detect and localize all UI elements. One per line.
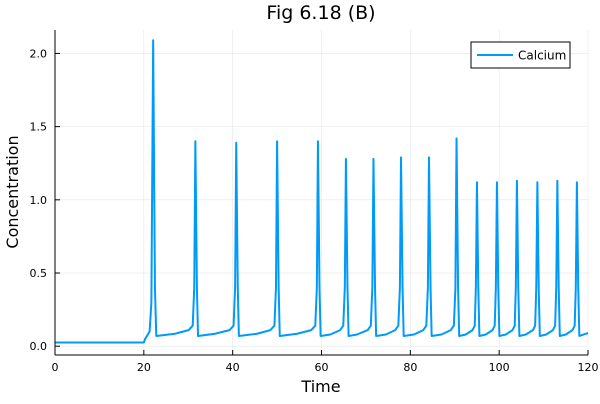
grid: [54, 30, 589, 355]
y-tick-label: 1.0: [30, 194, 48, 207]
y-tick-label: 2.0: [30, 47, 48, 60]
x-tick-label: 60: [315, 361, 329, 374]
x-tick-label: 100: [489, 361, 510, 374]
series-layer: [55, 39, 589, 344]
x-tick-label: 80: [403, 361, 417, 374]
series-line-calcium: [55, 39, 589, 344]
x-axis-label: Time: [300, 377, 340, 396]
y-axis-label: Concentration: [3, 135, 22, 248]
y-tick-label: 0.5: [30, 267, 48, 280]
legend-label-calcium: Calcium: [518, 49, 566, 63]
y-tick-label: 0.0: [30, 340, 48, 353]
x-tick-label: 20: [137, 361, 151, 374]
x-tick-label: 120: [578, 361, 599, 374]
axes: 0 20 40 60 80 100 120 0.0 0.5 1.0 1.5 2.0: [30, 30, 599, 374]
y-tick-label: 1.5: [30, 121, 48, 134]
x-tick-label: 0: [52, 361, 59, 374]
legend: Calcium: [470, 41, 571, 69]
x-tick-label: 40: [226, 361, 240, 374]
chart-title: Fig 6.18 (B): [266, 2, 375, 24]
